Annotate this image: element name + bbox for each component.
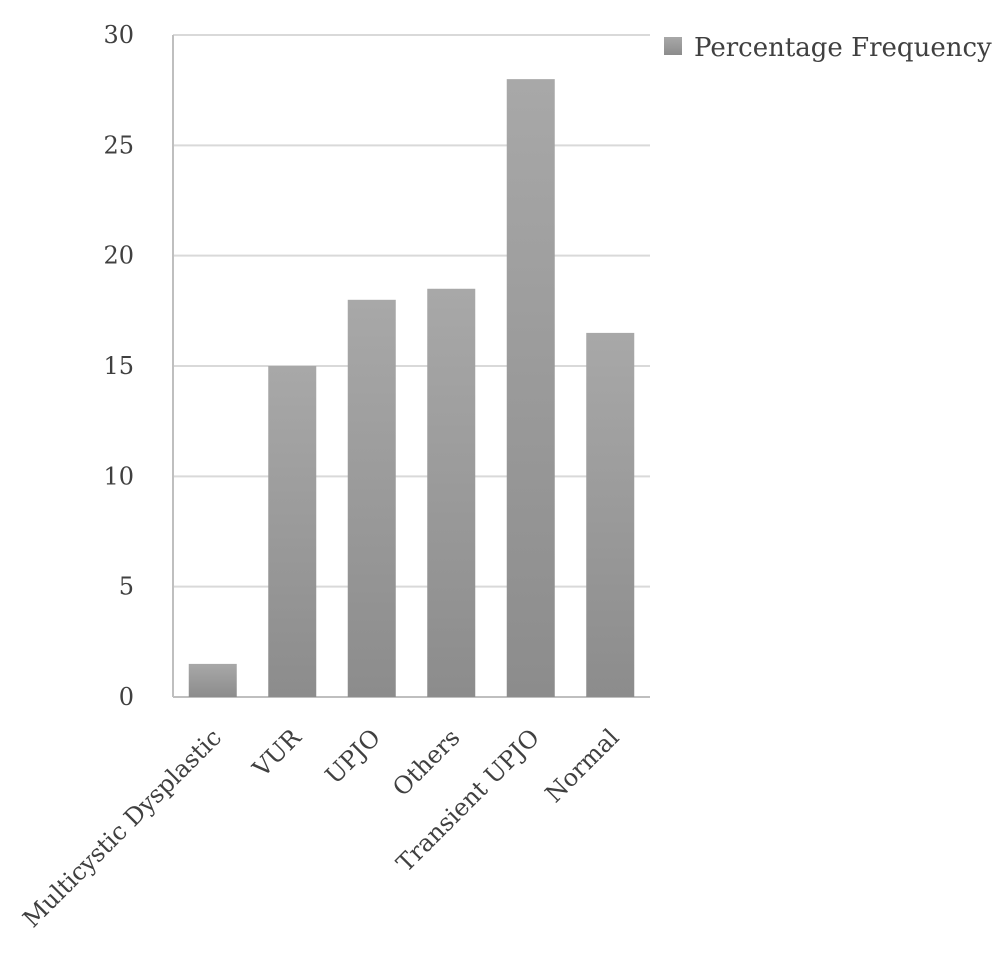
legend-swatch bbox=[664, 37, 682, 55]
bar bbox=[268, 366, 317, 697]
legend: Percentage Frequency bbox=[664, 33, 992, 63]
y-tick-label: 0 bbox=[119, 683, 134, 711]
y-tick-label: 30 bbox=[103, 21, 134, 49]
y-tick-label: 10 bbox=[103, 462, 134, 490]
x-category-label: Multicystic Dysplastic bbox=[17, 723, 227, 933]
bar bbox=[586, 332, 635, 697]
bar bbox=[506, 79, 555, 698]
bar bbox=[427, 288, 476, 697]
y-tick-label: 25 bbox=[103, 131, 134, 159]
x-category-label: VUR bbox=[247, 723, 307, 783]
y-tick-label: 5 bbox=[119, 573, 134, 601]
legend-label: Percentage Frequency bbox=[694, 33, 992, 63]
bar bbox=[347, 299, 396, 697]
x-category-label: Normal bbox=[540, 723, 625, 808]
gridlines bbox=[173, 34, 650, 588]
bars bbox=[188, 79, 635, 698]
y-tick-label: 20 bbox=[103, 242, 134, 270]
axes bbox=[172, 35, 650, 698]
x-category-labels: Multicystic Dysplastic VUR UPJO OthersTrans… bbox=[17, 723, 624, 933]
x-category-label: Transient UPJO bbox=[391, 723, 545, 877]
y-tick-label: 15 bbox=[103, 352, 134, 380]
y-tick-labels: 0 5 10 15 20 25 30 bbox=[103, 21, 134, 711]
bar bbox=[188, 663, 237, 697]
x-category-label: UPJO bbox=[320, 723, 386, 789]
x-category-label: Others bbox=[387, 723, 465, 801]
